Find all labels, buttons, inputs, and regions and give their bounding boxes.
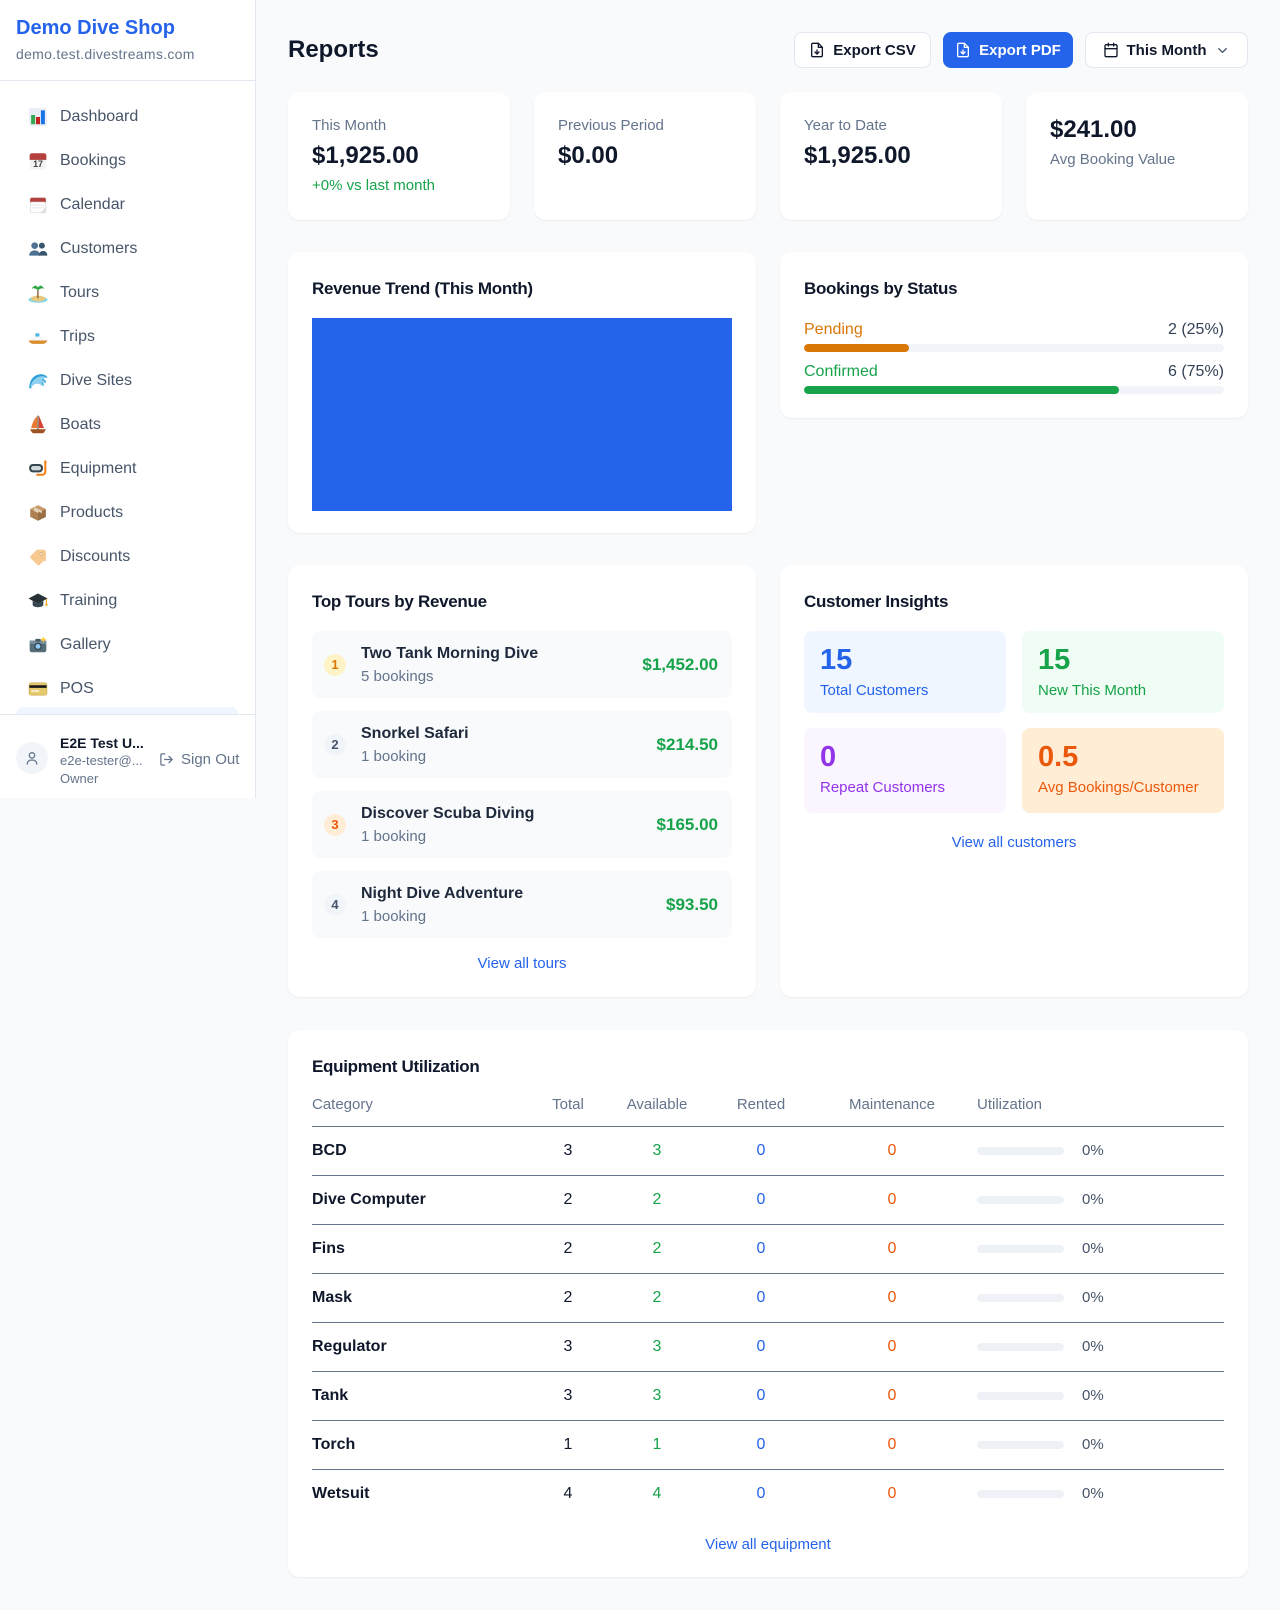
svg-text:17: 17 [33, 159, 43, 169]
